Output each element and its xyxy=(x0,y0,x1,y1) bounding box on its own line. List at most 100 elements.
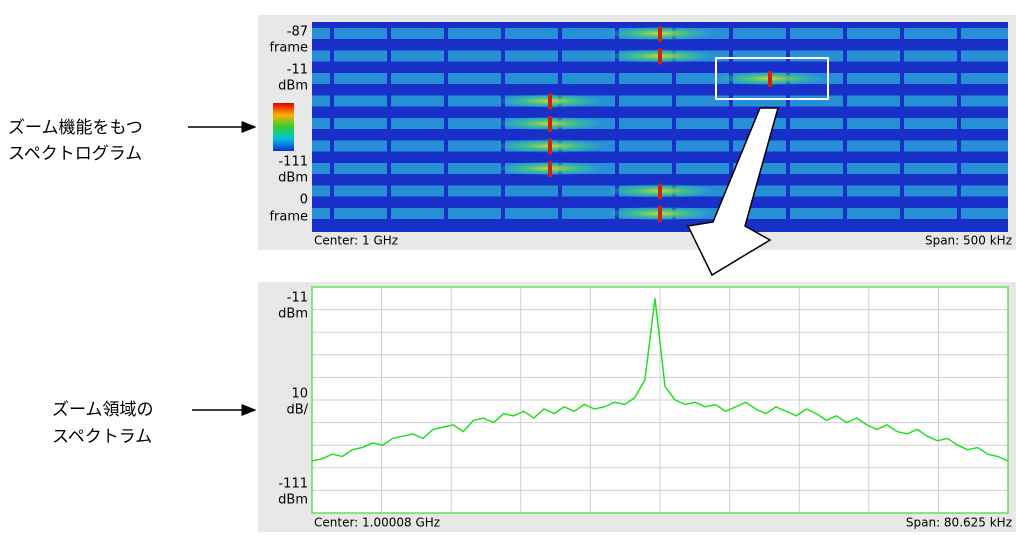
band-gap xyxy=(330,208,334,219)
band-gap xyxy=(387,95,391,107)
band-gap xyxy=(501,50,505,62)
band-gap xyxy=(786,118,790,129)
band-gap xyxy=(501,73,505,84)
band-gap xyxy=(672,118,676,129)
band-gap xyxy=(729,28,733,39)
band-gap xyxy=(843,163,847,174)
span-label: Span: 80.625 kHz xyxy=(906,516,1012,530)
band-gap xyxy=(558,28,562,39)
band-gap xyxy=(444,118,448,129)
ref-label: -11 xyxy=(287,291,308,306)
grid xyxy=(312,287,1008,513)
band-gap xyxy=(786,50,790,62)
band-gap xyxy=(444,95,448,107)
band-gap xyxy=(330,118,334,129)
band-gap xyxy=(843,73,847,84)
peak xyxy=(658,183,662,200)
band-gap xyxy=(615,163,619,174)
peak xyxy=(548,93,552,110)
band-gap xyxy=(957,118,961,129)
band-gap xyxy=(501,28,505,39)
band-gap xyxy=(957,28,961,39)
band-gap xyxy=(672,95,676,107)
band-gap xyxy=(786,163,790,174)
band-gap xyxy=(843,50,847,62)
ref-label: -111 xyxy=(278,477,308,492)
band-gap xyxy=(900,28,904,39)
band-gap xyxy=(957,95,961,107)
band-gap xyxy=(843,208,847,219)
band-gap xyxy=(843,28,847,39)
zoom-arrow xyxy=(686,107,779,277)
band-gap xyxy=(843,95,847,107)
unit-label: frame xyxy=(269,210,308,225)
band-gap xyxy=(387,118,391,129)
band-gap xyxy=(444,163,448,174)
band-gap xyxy=(786,28,790,39)
spectrogram xyxy=(312,22,1008,232)
band-gap xyxy=(558,73,562,84)
span-label: Span: 500 kHz xyxy=(925,234,1012,248)
peak xyxy=(658,48,662,65)
plot-frame xyxy=(311,286,1009,514)
band xyxy=(312,95,1008,107)
band-gap xyxy=(558,185,562,197)
band-gap xyxy=(444,185,448,197)
band-gap xyxy=(387,208,391,219)
unit-label: dB/ xyxy=(286,403,308,418)
band-gap xyxy=(330,28,334,39)
band-gap xyxy=(900,163,904,174)
band-gap xyxy=(729,118,733,129)
center-label: Center: 1 GHz xyxy=(314,234,398,248)
peak xyxy=(548,116,552,132)
band-gap xyxy=(900,50,904,62)
unit-label: frame xyxy=(269,41,308,56)
peak xyxy=(548,138,552,155)
band xyxy=(312,140,1008,152)
peak xyxy=(658,26,662,42)
band-gap xyxy=(900,140,904,152)
band-gap xyxy=(615,140,619,152)
band-gap xyxy=(786,140,790,152)
spectrum-trace xyxy=(311,298,1009,462)
band-gap xyxy=(444,208,448,219)
band-gap xyxy=(387,185,391,197)
band-gap xyxy=(957,50,961,62)
band-gap xyxy=(330,95,334,107)
center-label: Center: 1.00008 GHz xyxy=(314,516,440,530)
band-gap xyxy=(387,140,391,152)
band-gap xyxy=(387,73,391,84)
band xyxy=(312,73,1008,84)
ref-label: -11 xyxy=(287,63,308,78)
frame-label: -87 xyxy=(287,25,308,40)
band-gap xyxy=(786,208,790,219)
zoom-box xyxy=(715,57,829,100)
band-gap xyxy=(330,163,334,174)
band-gap xyxy=(786,185,790,197)
annotation: ズーム機能をもつ xyxy=(8,118,143,138)
unit-label: dBm xyxy=(278,493,308,508)
band-gap xyxy=(843,185,847,197)
peak xyxy=(768,71,772,87)
band-gap xyxy=(444,50,448,62)
band-gap xyxy=(444,28,448,39)
band-gap xyxy=(387,50,391,62)
unit-label: dBm xyxy=(278,307,308,322)
peak xyxy=(548,161,552,177)
band-gap xyxy=(957,140,961,152)
frame-label: 0 xyxy=(300,193,308,208)
band-gap xyxy=(501,185,505,197)
band-gap xyxy=(330,73,334,84)
unit-label: dBm xyxy=(278,79,308,94)
band-gap xyxy=(330,50,334,62)
scale-label: 10 xyxy=(291,387,308,402)
band-gap xyxy=(558,50,562,62)
band-gap xyxy=(900,95,904,107)
band-gap xyxy=(729,95,733,107)
band-gap xyxy=(615,95,619,107)
peak xyxy=(658,206,662,222)
annotation: スペクトログラム xyxy=(8,144,142,164)
color-scale xyxy=(273,103,294,151)
band-gap xyxy=(330,185,334,197)
